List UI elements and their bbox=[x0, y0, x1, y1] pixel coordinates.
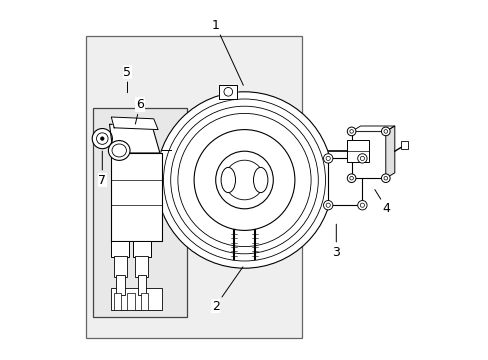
Bar bbox=[141, 293, 148, 310]
Text: 3: 3 bbox=[332, 224, 340, 258]
Circle shape bbox=[325, 203, 329, 207]
Ellipse shape bbox=[221, 167, 235, 193]
Text: 7: 7 bbox=[98, 151, 106, 186]
Bar bbox=[116, 275, 124, 295]
Polygon shape bbox=[385, 126, 394, 178]
Ellipse shape bbox=[253, 167, 267, 193]
Text: 6: 6 bbox=[135, 98, 144, 124]
Circle shape bbox=[156, 92, 332, 268]
Polygon shape bbox=[109, 124, 160, 153]
Circle shape bbox=[381, 174, 389, 183]
Polygon shape bbox=[111, 153, 162, 241]
Polygon shape bbox=[219, 85, 237, 99]
Bar bbox=[127, 293, 134, 310]
Circle shape bbox=[346, 127, 355, 136]
Bar bbox=[401, 141, 407, 149]
Ellipse shape bbox=[112, 144, 126, 157]
Bar bbox=[346, 140, 368, 162]
Polygon shape bbox=[111, 117, 158, 130]
Text: 2: 2 bbox=[211, 267, 243, 312]
Circle shape bbox=[96, 133, 108, 144]
Bar bbox=[86, 36, 302, 338]
Circle shape bbox=[383, 176, 387, 180]
Bar bbox=[327, 158, 362, 205]
Bar bbox=[135, 256, 148, 277]
Circle shape bbox=[325, 156, 329, 161]
Bar bbox=[133, 241, 151, 257]
Circle shape bbox=[323, 201, 332, 210]
Bar bbox=[111, 241, 129, 257]
Circle shape bbox=[224, 160, 264, 200]
Bar bbox=[114, 293, 121, 310]
Polygon shape bbox=[351, 126, 394, 131]
Circle shape bbox=[349, 176, 353, 180]
Circle shape bbox=[383, 130, 387, 133]
Bar bbox=[137, 275, 146, 295]
Ellipse shape bbox=[108, 141, 130, 161]
Circle shape bbox=[323, 154, 332, 163]
Text: 1: 1 bbox=[211, 19, 243, 85]
Circle shape bbox=[101, 137, 104, 140]
Circle shape bbox=[381, 127, 389, 136]
Circle shape bbox=[349, 130, 353, 133]
Circle shape bbox=[224, 87, 232, 96]
Circle shape bbox=[346, 174, 355, 183]
Circle shape bbox=[92, 129, 112, 149]
Text: 5: 5 bbox=[123, 66, 131, 93]
Circle shape bbox=[360, 156, 364, 161]
Circle shape bbox=[194, 130, 294, 230]
Circle shape bbox=[360, 203, 364, 207]
Bar bbox=[93, 108, 186, 317]
Text: 4: 4 bbox=[374, 190, 390, 215]
Circle shape bbox=[215, 151, 273, 209]
Circle shape bbox=[357, 201, 366, 210]
Bar bbox=[351, 131, 385, 178]
Bar bbox=[114, 256, 126, 277]
Bar bbox=[111, 288, 162, 310]
Circle shape bbox=[357, 154, 366, 163]
